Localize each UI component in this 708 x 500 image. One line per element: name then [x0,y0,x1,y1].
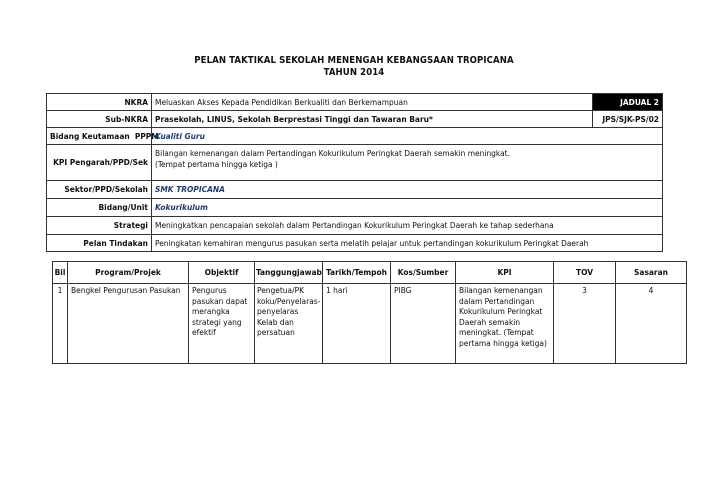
cell-kpi: Bilangan kemenangan dalam Pertandingan K… [455,283,554,364]
subnkra-label: Sub-NKRA [46,110,152,128]
sektor-value: SMK TROPICANA [151,180,663,199]
header-sasaran: Sasaran [615,261,687,284]
bidang-unit-value: Kokurikulum [151,198,663,217]
kpi-value-line2: (Tempat pertama hingga ketiga ) [155,158,278,169]
pelan-label: Pelan Tindakan [46,234,152,252]
cell-tanggungjawab: Pengetua/PK koku/Penyelaras-penyelaras K… [254,283,323,364]
kpi-value-line1: Bilangan kemenangan dalam Pertandingan K… [155,148,510,158]
cell-objektif: Pengurus pasukan dapat merangka strategi… [188,283,255,364]
table-header: Bil Program/Projek Objektif Tanggungjawa… [52,261,687,284]
table-row: 1 Bengkel Pengurusan Pasukan Pengurus pa… [52,283,687,364]
cell-tarikh: 1 hari [322,283,391,364]
header-tov: TOV [553,261,616,284]
row-kpi: KPI Pengarah/PPD/Sek Bilangan kemenangan… [46,144,663,181]
cell-tov: 3 [553,283,616,364]
kpi-value: Bilangan kemenangan dalam Pertandingan K… [151,144,663,181]
bidang-unit-label: Bidang/Unit [46,198,152,217]
row-nkra: NKRA Meluaskan Akses Kepada Pendidikan B… [46,93,663,111]
header-objektif: Objektif [188,261,255,284]
row-pelan-tindakan: Pelan Tindakan Peningkatan kemahiran men… [46,234,663,252]
cell-kos: PIBG [390,283,456,364]
plan-table: Bil Program/Projek Objektif Tanggungjawa… [52,261,687,364]
cell-program: Bengkel Pengurusan Pasukan [67,283,189,364]
strategi-label: Strategi [46,216,152,235]
info-table: NKRA Meluaskan Akses Kepada Pendidikan B… [46,93,663,252]
bidang-keutamaan-value: Kualiti Guru [151,127,663,145]
nkra-label: NKRA [46,93,152,111]
pelan-value: Peningkatan kemahiran mengurus pasukan s… [151,234,663,252]
nkra-value: Meluaskan Akses Kepada Pendidikan Berkua… [151,93,593,111]
jadual-tag: JADUAL 2 [592,93,663,111]
header-kpi: KPI [455,261,554,284]
document-title: PELAN TAKTIKAL SEKOLAH MENENGAH KEBANGSA… [194,55,514,66]
subnkra-value: Prasekolah, LINUS, Sekolah Berprestasi T… [151,110,593,128]
header-program: Program/Projek [67,261,189,284]
row-subnkra: Sub-NKRA Prasekolah, LINUS, Sekolah Berp… [46,110,663,128]
header-tanggungjawab: Tanggungjawab [254,261,323,284]
kpi-label: KPI Pengarah/PPD/Sek [46,144,152,181]
bidang-keutamaan-label: Bidang Keutamaan PPPM [46,127,159,145]
row-sektor: Sektor/PPD/Sekolah SMK TROPICANA [46,180,663,199]
cell-bil: 1 [52,283,68,364]
strategi-value: Meningkatkan pencapaian sekolah dalam Pe… [151,216,663,235]
cell-sasaran: 4 [615,283,687,364]
subnkra-code: JPS/SJK-PS/02 [592,110,663,128]
row-bidang-keutamaan: Bidang Keutamaan PPPM Kualiti Guru [46,127,663,145]
header-kos: Kos/Sumber [390,261,456,284]
row-bidang-unit: Bidang/Unit Kokurikulum [46,198,663,217]
row-strategi: Strategi Meningkatkan pencapaian sekolah… [46,216,663,235]
header-tarikh: Tarikh/Tempoh [322,261,391,284]
sektor-label: Sektor/PPD/Sekolah [46,180,152,199]
header-bil: Bil [52,261,68,284]
document-year: TAHUN 2014 [323,67,385,78]
